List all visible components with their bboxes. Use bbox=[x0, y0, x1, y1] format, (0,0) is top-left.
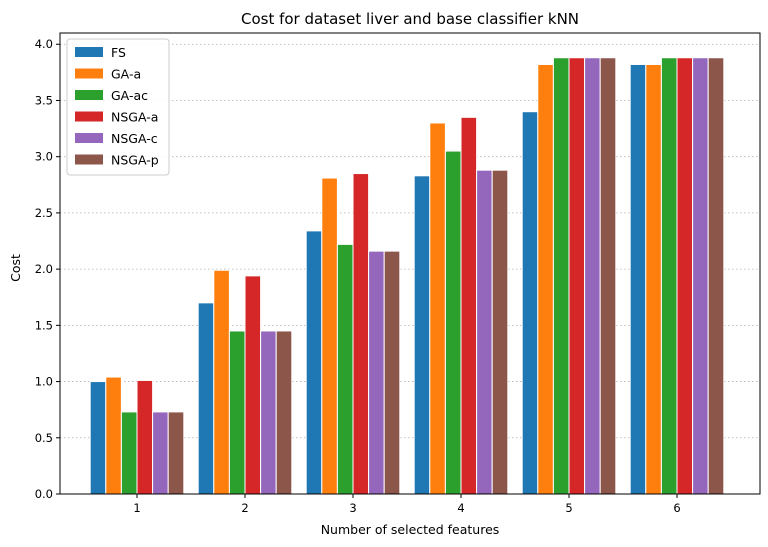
y-tick-label: 3.5 bbox=[35, 93, 53, 107]
bar-nsga-a-1 bbox=[136, 379, 154, 495]
y-axis-title: Cost bbox=[8, 254, 23, 282]
legend-swatch-nsga-p bbox=[75, 154, 103, 165]
legend-swatch-ga-ac bbox=[75, 90, 103, 100]
bar-nsga-p-5 bbox=[599, 57, 617, 495]
bar-nsga-a-5 bbox=[568, 57, 586, 495]
bar-ga-ac-5 bbox=[552, 57, 570, 495]
bar-ga-a-3 bbox=[321, 177, 338, 495]
bar-fs-5 bbox=[521, 111, 539, 495]
bar-fs-3 bbox=[305, 230, 323, 495]
bar-nsga-p-4 bbox=[491, 169, 509, 495]
bar-nsga-p-3 bbox=[383, 250, 401, 495]
x-tick-label: 2 bbox=[241, 501, 248, 515]
bar-ga-a-2 bbox=[213, 269, 230, 495]
legend-label-ga-a: GA-a bbox=[111, 67, 141, 82]
legend-label-nsga-p: NSGA-p bbox=[111, 153, 159, 168]
legend-label-ga-ac: GA-ac bbox=[111, 88, 148, 103]
x-tick-label: 4 bbox=[457, 501, 464, 515]
legend-label-fs: FS bbox=[111, 45, 126, 60]
bars bbox=[89, 57, 725, 495]
legend-swatch-nsga-c bbox=[75, 133, 103, 143]
bar-nsga-a-2 bbox=[244, 275, 262, 495]
bar-ga-ac-6 bbox=[660, 57, 678, 495]
bar-ga-ac-3 bbox=[336, 243, 354, 495]
bar-nsga-p-1 bbox=[167, 411, 185, 495]
y-tick-label: 1.5 bbox=[35, 318, 53, 332]
bar-ga-a-6 bbox=[645, 63, 662, 495]
y-tick-label: 0.0 bbox=[35, 487, 53, 501]
bar-fs-1 bbox=[89, 381, 107, 495]
chart-title: Cost for dataset liver and base classifi… bbox=[241, 10, 579, 28]
bar-ga-a-1 bbox=[105, 376, 122, 495]
x-tick-label: 5 bbox=[565, 501, 572, 515]
x-tick-label: 3 bbox=[349, 501, 356, 515]
bar-ga-ac-2 bbox=[228, 330, 246, 495]
y-tick-label: 1.0 bbox=[35, 375, 53, 389]
bar-ga-ac-1 bbox=[120, 411, 138, 495]
legend-label-nsga-a: NSGA-a bbox=[111, 110, 158, 125]
y-tick-label: 3.0 bbox=[35, 150, 53, 164]
bar-nsga-p-6 bbox=[707, 57, 725, 495]
plot-frame bbox=[59, 32, 761, 495]
bar-nsga-p-2 bbox=[275, 330, 293, 495]
legend: FS GA-a GA-ac NSGA-a NSGA-c NSGA-p bbox=[66, 38, 170, 176]
bar-nsga-a-3 bbox=[352, 173, 370, 495]
y-tick-label: 2.0 bbox=[35, 262, 53, 276]
bar-fs-2 bbox=[197, 302, 215, 495]
bar-nsga-c-3 bbox=[368, 250, 385, 495]
bar-ga-a-5 bbox=[537, 63, 554, 495]
x-axis-title: Number of selected features bbox=[321, 522, 500, 537]
y-tick-label: 2.5 bbox=[35, 206, 53, 220]
x-tick-label: 6 bbox=[673, 501, 680, 515]
bar-nsga-c-1 bbox=[152, 411, 169, 495]
bar-nsga-a-4 bbox=[460, 116, 478, 495]
bar-ga-a-4 bbox=[429, 122, 446, 495]
legend-swatch-fs bbox=[75, 47, 103, 57]
y-tick-label: 0.5 bbox=[35, 431, 53, 445]
bar-nsga-c-2 bbox=[260, 330, 277, 495]
x-tick-label: 1 bbox=[133, 501, 140, 515]
bar-nsga-c-4 bbox=[476, 169, 493, 495]
bar-fs-4 bbox=[413, 175, 431, 495]
legend-swatch-nsga-a bbox=[75, 111, 103, 122]
bar-nsga-c-6 bbox=[692, 57, 709, 495]
legend-label-nsga-c: NSGA-c bbox=[111, 131, 158, 146]
bar-fs-6 bbox=[629, 63, 647, 495]
y-axis-ticks: 0.0 0.5 1.0 1.5 2.0 2.5 3.0 3.5 4.0 bbox=[35, 37, 60, 501]
legend-swatch-ga-a bbox=[75, 68, 103, 79]
y-tick-label: 4.0 bbox=[35, 37, 53, 51]
bar-nsga-c-5 bbox=[584, 57, 601, 495]
bar-ga-ac-4 bbox=[444, 150, 462, 495]
x-axis-ticks: 1 2 3 4 5 6 bbox=[133, 494, 681, 515]
bar-nsga-a-6 bbox=[676, 57, 694, 495]
